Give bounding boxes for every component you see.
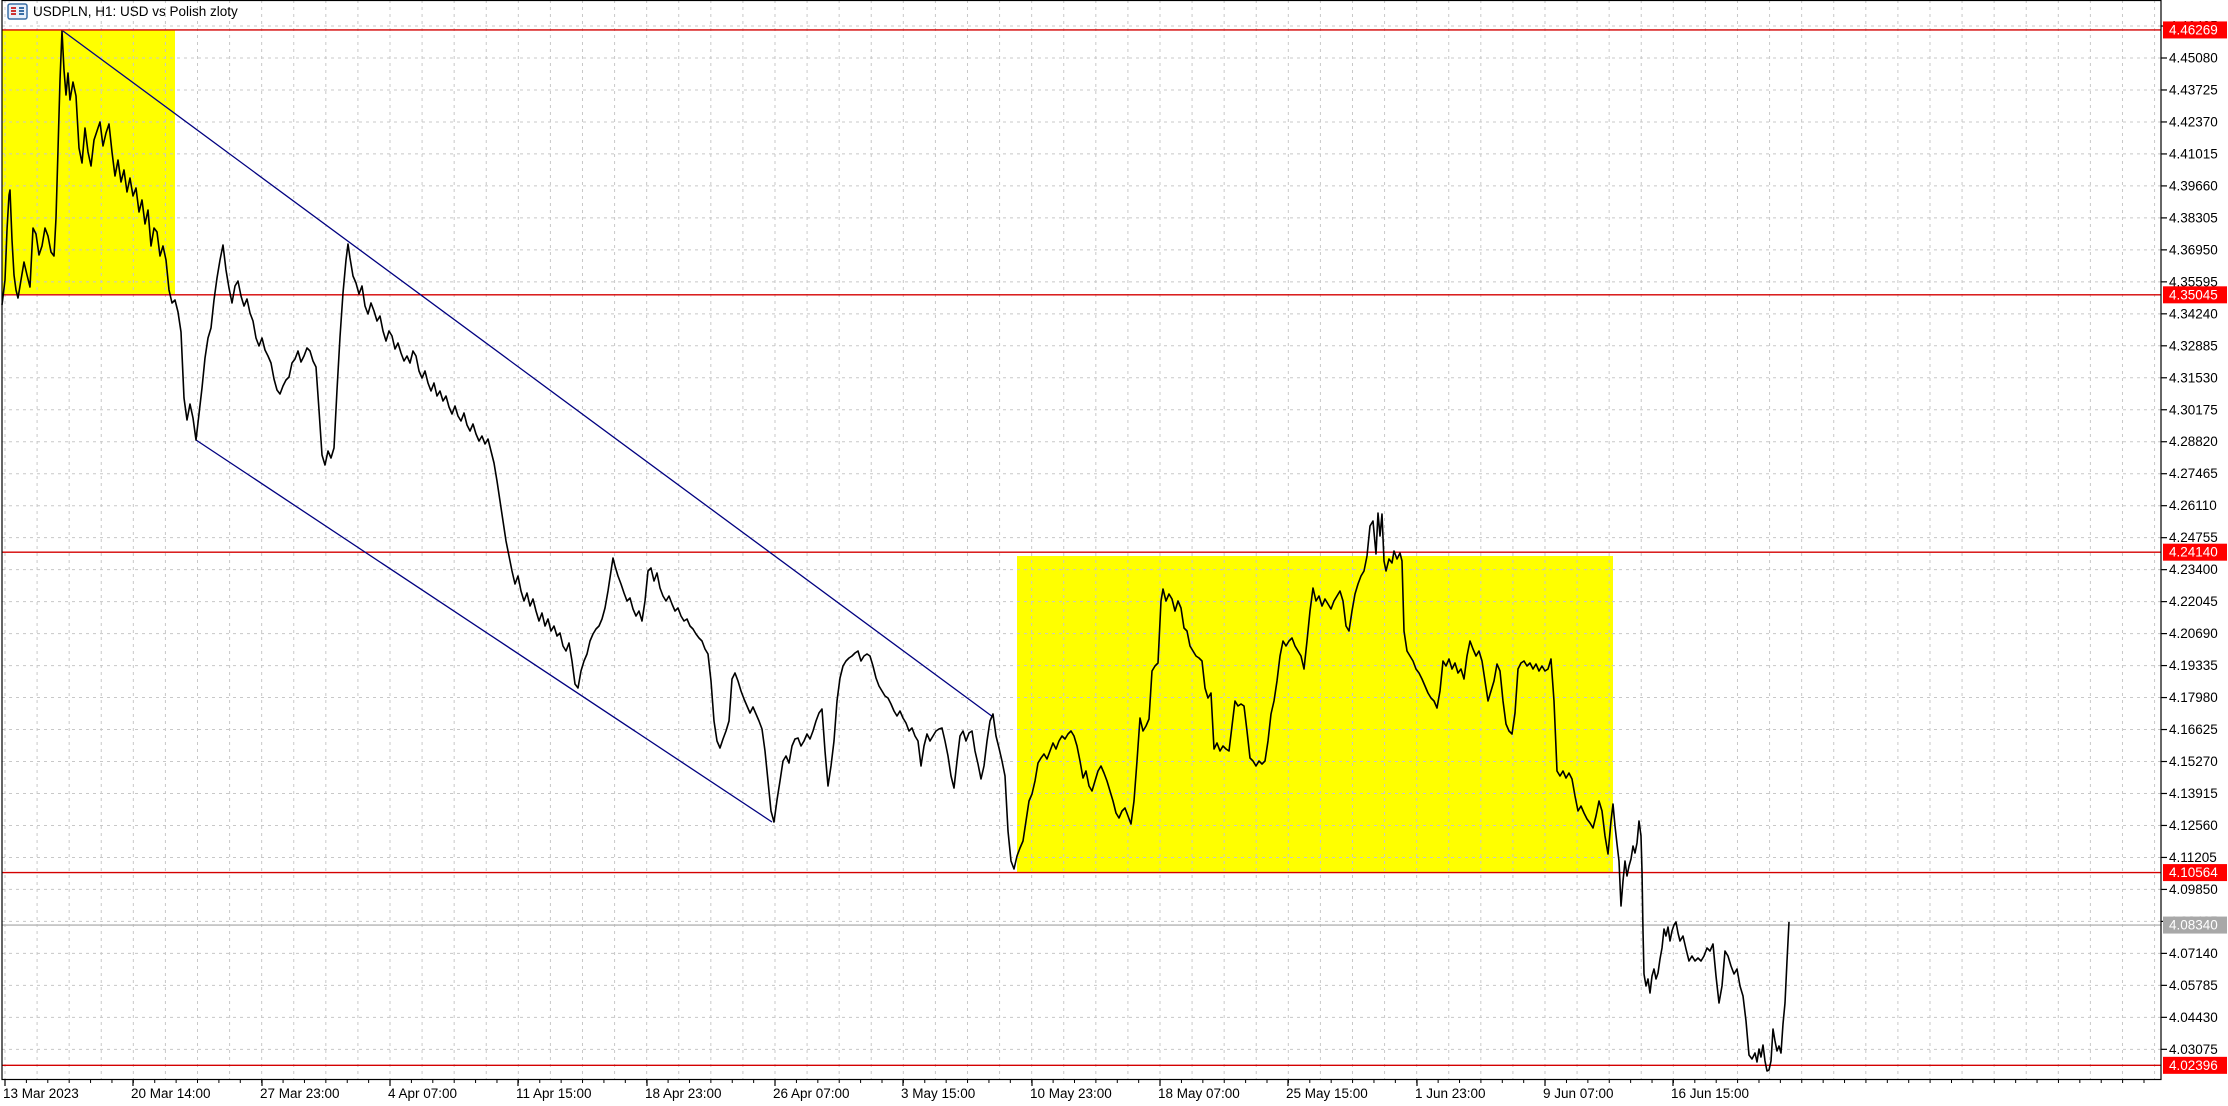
price-tick-label: 4.17980 [2169,690,2218,705]
price-line [1,30,1790,1072]
time-tick-label: 10 May 23:00 [1030,1086,1112,1101]
price-tick-label: 4.39660 [2169,178,2218,193]
price-axis-layer: 4.464354.450804.437254.423704.410154.396… [2161,19,2218,1057]
price-tick-label: 4.04430 [2169,1010,2218,1025]
price-badge [2163,864,2227,882]
time-tick-label: 16 Jun 15:00 [1671,1086,1749,1101]
price-badge [2163,21,2227,39]
price-badge-label: 4.46269 [2169,22,2218,37]
price-tick-label: 4.41015 [2169,146,2218,161]
price-tick-label: 4.32885 [2169,338,2218,353]
price-tick-label: 4.31530 [2169,370,2218,385]
time-tick-label: 13 Mar 2023 [3,1086,79,1101]
price-badge-label: 4.24140 [2169,545,2218,560]
price-tick-label: 4.30175 [2169,402,2218,417]
price-line-layer [1,30,1790,1072]
price-tick-label: 4.38305 [2169,210,2218,225]
price-badge [2163,543,2227,561]
time-tick-label: 9 Jun 07:00 [1543,1086,1614,1101]
price-badge [2163,1056,2227,1074]
time-tick-label: 1 Jun 23:00 [1415,1086,1486,1101]
price-tick-label: 4.24755 [2169,530,2218,545]
price-tick-label: 4.45080 [2169,51,2218,66]
price-tick-label: 4.19335 [2169,658,2218,673]
grid-layer [2,0,2161,1080]
price-tick-label: 4.13915 [2169,786,2218,801]
time-tick-label: 18 May 07:00 [1158,1086,1240,1101]
price-tick-label: 4.12560 [2169,818,2218,833]
time-tick-label: 26 Apr 07:00 [773,1086,850,1101]
highlight-zones-layer [2,30,1613,873]
price-tick-label: 4.34240 [2169,306,2218,321]
price-tick-label: 4.28820 [2169,434,2218,449]
price-tick-label: 4.05785 [2169,978,2218,993]
channel-upper-line [62,30,994,718]
trend-channel-layer [62,30,994,823]
price-tick-label: 4.15270 [2169,754,2218,769]
price-tick-label: 4.22045 [2169,594,2218,609]
price-tick-label: 4.16625 [2169,722,2218,737]
chart-frame-layer [1,0,2162,1081]
price-tick-label: 4.27465 [2169,466,2218,481]
chart-title: USDPLN, H1: USD vs Polish zloty [33,4,238,19]
price-tick-label: 4.43725 [2169,82,2218,97]
price-badge-label: 4.02396 [2169,1058,2218,1073]
price-tick-label: 4.23400 [2169,562,2218,577]
time-tick-label: 11 Apr 15:00 [516,1086,592,1101]
time-tick-label: 4 Apr 07:00 [388,1086,457,1101]
level-lines-layer [2,29,2161,1067]
price-tick-label: 4.42370 [2169,114,2218,129]
price-tick-label: 4.35595 [2169,274,2218,289]
price-badges-layer: 4.46269 4.35045 4.24140 4.10564 4.02396 4.083… [2163,21,2227,1074]
time-tick-label: 20 Mar 14:00 [131,1086,211,1101]
time-tick-label: 18 Apr 23:00 [645,1086,722,1101]
price-tick-label: 4.03075 [2169,1042,2218,1057]
chart-border [1,0,2162,1081]
price-tick-label: 4.36950 [2169,242,2218,257]
price-badge-label: 4.10564 [2169,865,2218,880]
price-badge-label: 4.35045 [2169,287,2218,302]
channel-lower-line [195,439,773,823]
price-tick-label: 4.11205 [2169,850,2217,865]
price-tick-label: 4.07140 [2169,946,2218,961]
price-badge [2163,286,2227,304]
price-tick-label: 4.26110 [2169,498,2217,513]
time-tick-label: 27 Mar 23:00 [260,1086,340,1101]
time-tick-label: 25 May 15:00 [1286,1086,1368,1101]
price-tick-label: 4.20690 [2169,626,2218,641]
time-axis-layer: 13 Mar 2023 20 Mar 14:00 27 Mar 23:00 4 Apr… [3,1080,2145,1101]
chart-icon [7,3,28,20]
highlight-zone [2,30,175,294]
highlight-zone [1017,556,1613,873]
time-tick-label: 3 May 15:00 [901,1086,975,1101]
price-badge [2163,916,2227,934]
price-tick-label: 4.09850 [2169,882,2218,897]
price-badge-label: 4.08340 [2169,918,2218,933]
